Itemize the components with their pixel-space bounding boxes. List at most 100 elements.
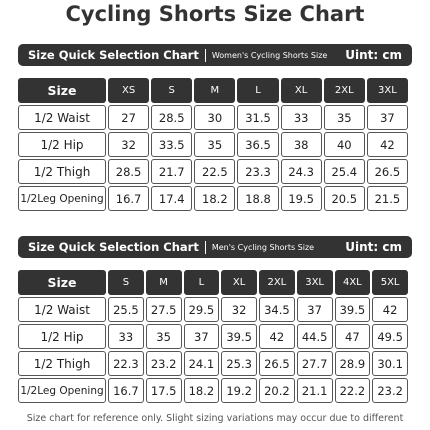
bar-subtitle: Women's Cycling Shorts Size xyxy=(211,50,328,60)
size-table: Size S M L XL 2XL 3XL 4XL 5XL 1/2 Waist 25.5 27.5 29… xyxy=(16,268,410,405)
table-row: 1/2 Hip 32 33.5 35 36.5 38 40 42 xyxy=(18,132,408,157)
table-row: 1/2 Hip 33 35 37 39.5 42 44.5 47 49.5 xyxy=(18,324,408,349)
column-header: 3XL xyxy=(366,78,408,103)
row-label: 1/2 Waist xyxy=(18,297,106,322)
size-section: Size Quick Selection Chart Men's Cycling … xyxy=(18,236,412,405)
bar-separator xyxy=(204,48,206,62)
cell: 30 xyxy=(194,105,236,130)
cell: 32 xyxy=(108,132,150,157)
cell: 24.3 xyxy=(280,159,322,184)
cell: 44.5 xyxy=(296,324,333,349)
table-row: 1/2 Thigh 22.3 23.2 24.1 25.3 26.5 27.7 28.9 30.… xyxy=(18,351,408,376)
cell: 35 xyxy=(323,105,365,130)
cell: 22.2 xyxy=(334,378,371,403)
cell: 25.4 xyxy=(323,159,365,184)
cell: 42 xyxy=(372,297,408,322)
cell: 18.2 xyxy=(194,186,236,211)
cell: 17.5 xyxy=(145,378,182,403)
cell: 21.5 xyxy=(366,186,408,211)
column-header: L xyxy=(183,270,220,295)
cell: 42 xyxy=(366,132,408,157)
cell: 33.5 xyxy=(151,132,193,157)
header-row: Size XS S M L XL 2XL 3XL xyxy=(18,78,408,103)
unit-label: Uint: cm xyxy=(345,240,402,254)
cell: 32 xyxy=(221,297,257,322)
row-label: 1/2 Thigh xyxy=(18,159,106,184)
cell: 31.5 xyxy=(237,105,279,130)
cell: 28.5 xyxy=(108,159,150,184)
bar-title: Size Quick Selection Chart xyxy=(28,48,199,62)
cell: 33 xyxy=(280,105,322,130)
column-header: S xyxy=(108,270,144,295)
cell: 19.5 xyxy=(280,186,322,211)
cell: 16.7 xyxy=(108,378,144,403)
section-bar: Size Quick Selection Chart Men's Cycling … xyxy=(18,236,412,258)
cell: 40 xyxy=(323,132,365,157)
cell: 23.2 xyxy=(372,378,408,403)
column-header: XS xyxy=(108,78,150,103)
bar-separator xyxy=(204,240,206,254)
column-header: Size xyxy=(18,78,106,103)
column-header: 3XL xyxy=(296,270,333,295)
header-row: Size S M L XL 2XL 3XL 4XL 5XL xyxy=(18,270,408,295)
cell: 27.7 xyxy=(296,351,333,376)
bar-subtitle: Men's Cycling Shorts Size xyxy=(211,242,315,252)
title: Cycling Shorts Size Chart xyxy=(65,2,365,26)
cell: 27 xyxy=(108,105,150,130)
cell: 20.2 xyxy=(259,378,295,403)
cell: 22.5 xyxy=(194,159,236,184)
cell: 27.5 xyxy=(145,297,182,322)
table-row: 1/2 Thigh 28.5 21.7 22.5 23.3 24.3 25.4 26.5 xyxy=(18,159,408,184)
size-section: Size Quick Selection Chart Women's Cyclin… xyxy=(18,44,412,213)
table-row: 1/2 Waist 27 28.5 30 31.5 33 35 37 xyxy=(18,105,408,130)
cell: 20.5 xyxy=(323,186,365,211)
footer-note: Size chart for reference only. Slight si… xyxy=(26,413,404,424)
column-header: S xyxy=(151,78,193,103)
cell: 47 xyxy=(334,324,371,349)
table-row: 1/2Leg Opening 16.7 17.5 18.2 19.2 20.2 21.1 22… xyxy=(18,378,408,403)
cell: 21.1 xyxy=(296,378,333,403)
table-row: 1/2Leg Opening 16.7 17.4 18.2 18.8 19.5 20.5 21… xyxy=(18,186,408,211)
row-label: 1/2 Thigh xyxy=(18,351,106,376)
cell: 42 xyxy=(259,324,295,349)
cell: 19.2 xyxy=(221,378,257,403)
cell: 24.1 xyxy=(183,351,220,376)
cell: 16.7 xyxy=(108,186,150,211)
cell: 26.5 xyxy=(366,159,408,184)
cell: 21.7 xyxy=(151,159,193,184)
cell: 18.8 xyxy=(237,186,279,211)
cell: 36.5 xyxy=(237,132,279,157)
cell: 28.9 xyxy=(334,351,371,376)
column-header: M xyxy=(145,270,182,295)
section-bar: Size Quick Selection Chart Women's Cyclin… xyxy=(18,44,412,66)
cell: 28.5 xyxy=(151,105,193,130)
cell: 25.3 xyxy=(221,351,257,376)
cell: 30.1 xyxy=(372,351,408,376)
cell: 37 xyxy=(183,324,220,349)
cell: 34.5 xyxy=(259,297,295,322)
column-header: 2XL xyxy=(259,270,295,295)
column-header: 5XL xyxy=(372,270,408,295)
column-header: 4XL xyxy=(334,270,371,295)
cell: 25.5 xyxy=(108,297,144,322)
cell: 38 xyxy=(280,132,322,157)
row-label: 1/2Leg Opening xyxy=(18,378,106,403)
column-header: M xyxy=(194,78,236,103)
column-header: 2XL xyxy=(323,78,365,103)
cell: 37 xyxy=(366,105,408,130)
cell: 35 xyxy=(194,132,236,157)
cell: 33 xyxy=(108,324,144,349)
row-label: 1/2 Waist xyxy=(18,105,106,130)
column-header: XL xyxy=(221,270,257,295)
column-header: Size xyxy=(18,270,106,295)
cell: 29.5 xyxy=(183,297,220,322)
cell: 37 xyxy=(296,297,333,322)
row-label: 1/2 Hip xyxy=(18,132,106,157)
row-label: 1/2Leg Opening xyxy=(18,186,106,211)
cell: 22.3 xyxy=(108,351,144,376)
cell: 18.2 xyxy=(183,378,220,403)
cell: 49.5 xyxy=(372,324,408,349)
column-header: XL xyxy=(280,78,322,103)
cell: 26.5 xyxy=(259,351,295,376)
